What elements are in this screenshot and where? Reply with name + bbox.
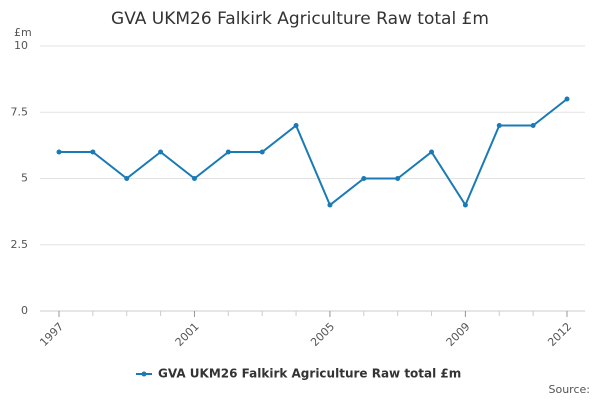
data-point xyxy=(429,149,435,155)
legend-marker xyxy=(141,371,147,377)
series-line xyxy=(59,98,568,208)
data-point xyxy=(361,176,367,181)
data-point xyxy=(158,149,164,155)
y-tick-label: 10 xyxy=(14,39,28,52)
y-axis-label: £m xyxy=(14,26,32,39)
data-point xyxy=(462,202,468,208)
data-point xyxy=(293,123,299,128)
x-tick-label: 2009 xyxy=(444,320,473,349)
data-point xyxy=(564,96,570,102)
data-point xyxy=(191,176,197,181)
x-tick-label: 2001 xyxy=(173,320,202,349)
y-tick-label: 5 xyxy=(21,172,28,185)
data-point xyxy=(225,149,231,155)
x-tick-label: 2005 xyxy=(308,320,337,349)
y-tick-label: 7.5 xyxy=(11,105,29,118)
data-point xyxy=(259,149,265,155)
data-point xyxy=(90,149,96,155)
data-point xyxy=(124,176,130,181)
y-tick-label: 2.5 xyxy=(11,238,29,251)
y-tick-label: 0 xyxy=(21,304,28,317)
data-point xyxy=(530,123,536,128)
legend-label: GVA UKM26 Falkirk Agriculture Raw total … xyxy=(158,367,461,381)
data-point xyxy=(395,176,401,181)
data-point xyxy=(56,149,62,155)
x-tick-label: 2012 xyxy=(545,320,574,349)
x-tick-label: 1997 xyxy=(37,320,66,349)
chart-title: GVA UKM26 Falkirk Agriculture Raw total … xyxy=(111,9,489,29)
source: Source: xyxy=(549,383,591,396)
data-point xyxy=(327,202,333,208)
data-point xyxy=(496,123,502,128)
